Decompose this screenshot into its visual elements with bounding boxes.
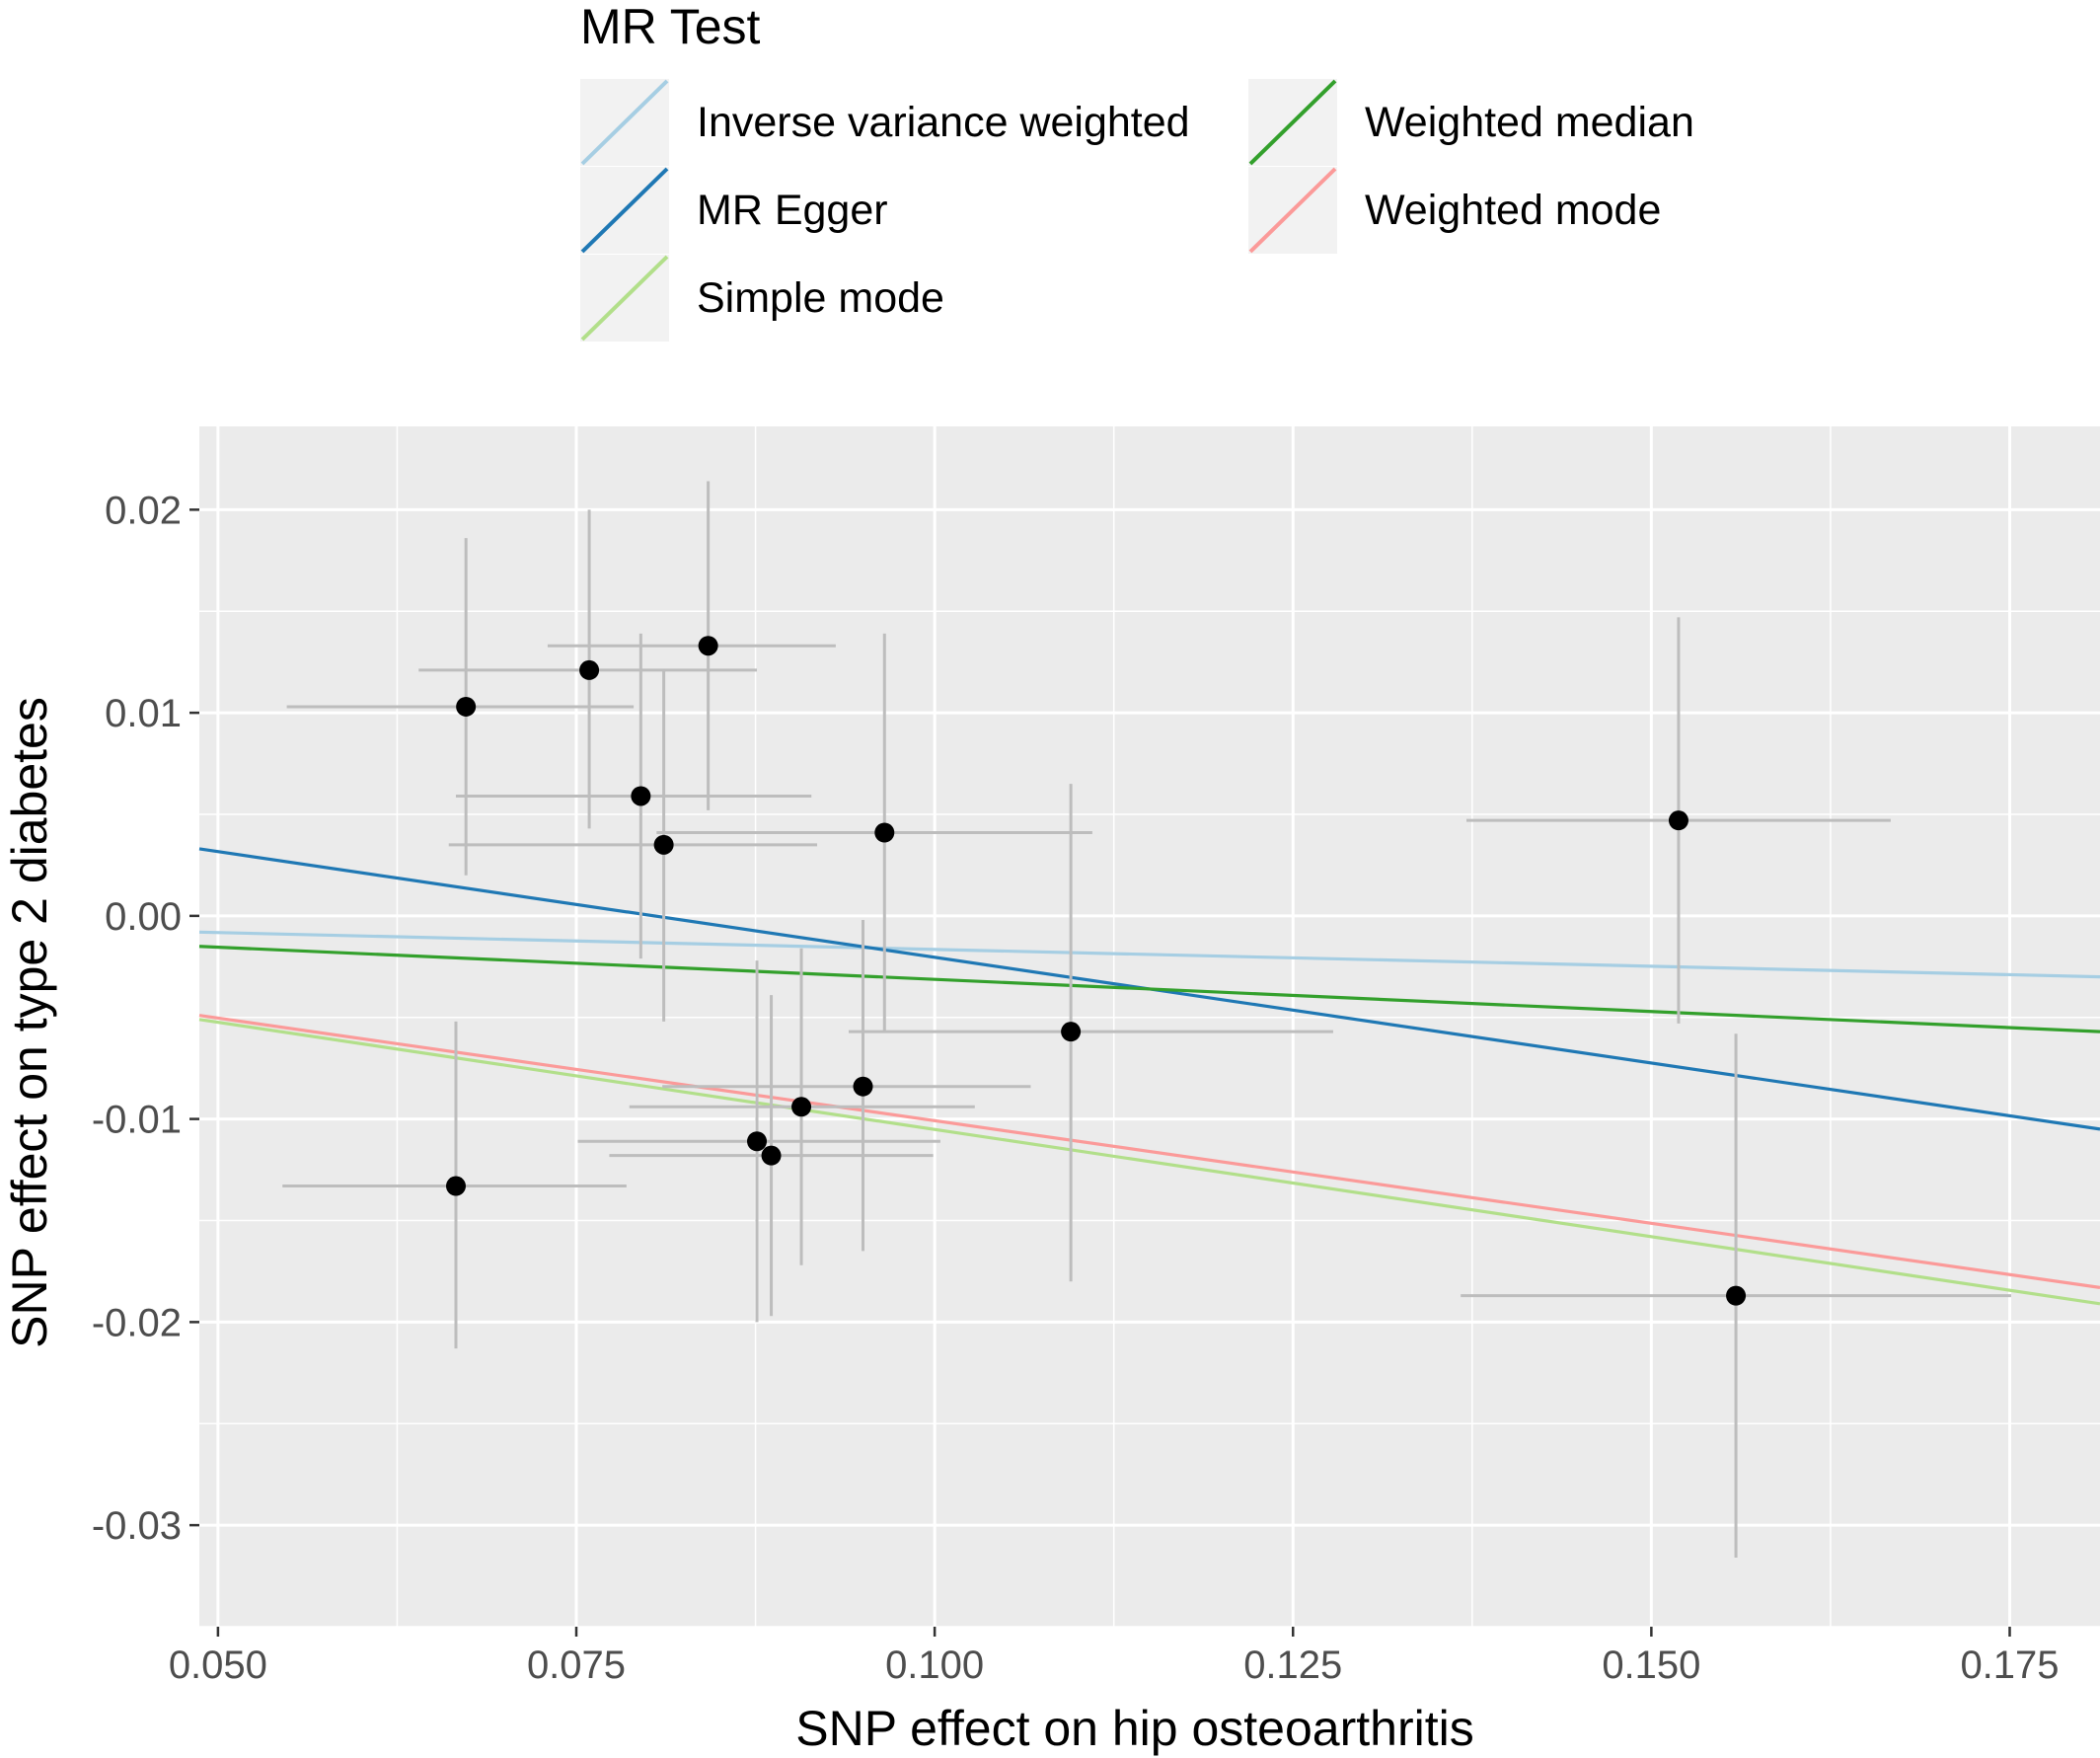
legend-label: Weighted mode — [1365, 187, 1661, 234]
y-axis: -0.03 -0.02 -0.01 0.00 0.01 0.02 — [92, 489, 199, 1548]
legend-key-line — [580, 255, 669, 342]
plot-panel — [199, 426, 2100, 1627]
legend-item-weighted-median: Weighted median — [1248, 79, 1694, 166]
data-point — [456, 696, 477, 717]
y-tick-label: -0.02 — [92, 1301, 182, 1344]
legend-item-simple-mode: Simple mode — [580, 255, 944, 342]
x-tick-label: 0.125 — [1243, 1643, 1342, 1687]
y-tick-label: 0.02 — [105, 489, 182, 532]
legend-item-inverse-variance-weighted: Inverse variance weighted — [580, 79, 1190, 166]
legend-label: Simple mode — [697, 274, 944, 322]
x-tick-label: 0.100 — [885, 1643, 984, 1687]
legend-label: Inverse variance weighted — [697, 99, 1190, 146]
data-point — [874, 822, 895, 843]
y-tick-label: 0.00 — [105, 895, 182, 939]
legend-label: MR Egger — [697, 187, 888, 234]
data-point — [853, 1076, 873, 1097]
regression-line-weighted-median — [198, 945, 2100, 1033]
legend-key-line — [580, 167, 669, 254]
legend-title: MR Test — [580, 0, 761, 54]
regression-line-inverse-variance-weighted — [198, 930, 2100, 979]
x-tick-label: 0.150 — [1602, 1643, 1700, 1687]
data-point — [1668, 810, 1688, 831]
x-axis: 0.050 0.075 0.100 0.125 0.150 0.175 — [169, 1627, 2060, 1687]
y-axis-title: SNP effect on type 2 diabetes — [2, 697, 57, 1348]
x-tick-label: 0.050 — [169, 1643, 267, 1687]
x-tick-label: 0.175 — [1960, 1643, 2059, 1687]
data-point — [445, 1176, 466, 1196]
regression-line-weighted-mode — [198, 1014, 2100, 1289]
x-tick-label: 0.075 — [527, 1643, 626, 1687]
data-point — [1726, 1285, 1747, 1306]
regression-line-simple-mode — [198, 1018, 2100, 1306]
legend-key-line — [1248, 167, 1337, 254]
data-point — [653, 834, 674, 855]
y-tick-label: 0.01 — [105, 692, 182, 735]
data-point — [698, 636, 718, 656]
legend-key-line — [580, 79, 669, 166]
y-tick-label: -0.03 — [92, 1504, 182, 1548]
data-point — [747, 1131, 768, 1152]
data-point — [631, 786, 651, 806]
data-point — [579, 659, 600, 680]
data-points — [445, 636, 1747, 1306]
regression-lines — [198, 847, 2100, 1306]
legend-item-weighted-mode: Weighted mode — [1248, 167, 1661, 254]
x-axis-title: SNP effect on hip osteoarthritis — [795, 1701, 1473, 1756]
data-point — [1061, 1022, 1082, 1042]
legend: MR Test Inverse variance weighted MR Egge… — [580, 0, 1694, 342]
legend-key-line — [1248, 79, 1337, 166]
data-point — [791, 1097, 812, 1117]
y-tick-label: -0.01 — [92, 1099, 182, 1142]
legend-label: Weighted median — [1365, 99, 1694, 146]
data-point — [761, 1145, 782, 1166]
legend-item-mr-egger: MR Egger — [580, 167, 888, 254]
